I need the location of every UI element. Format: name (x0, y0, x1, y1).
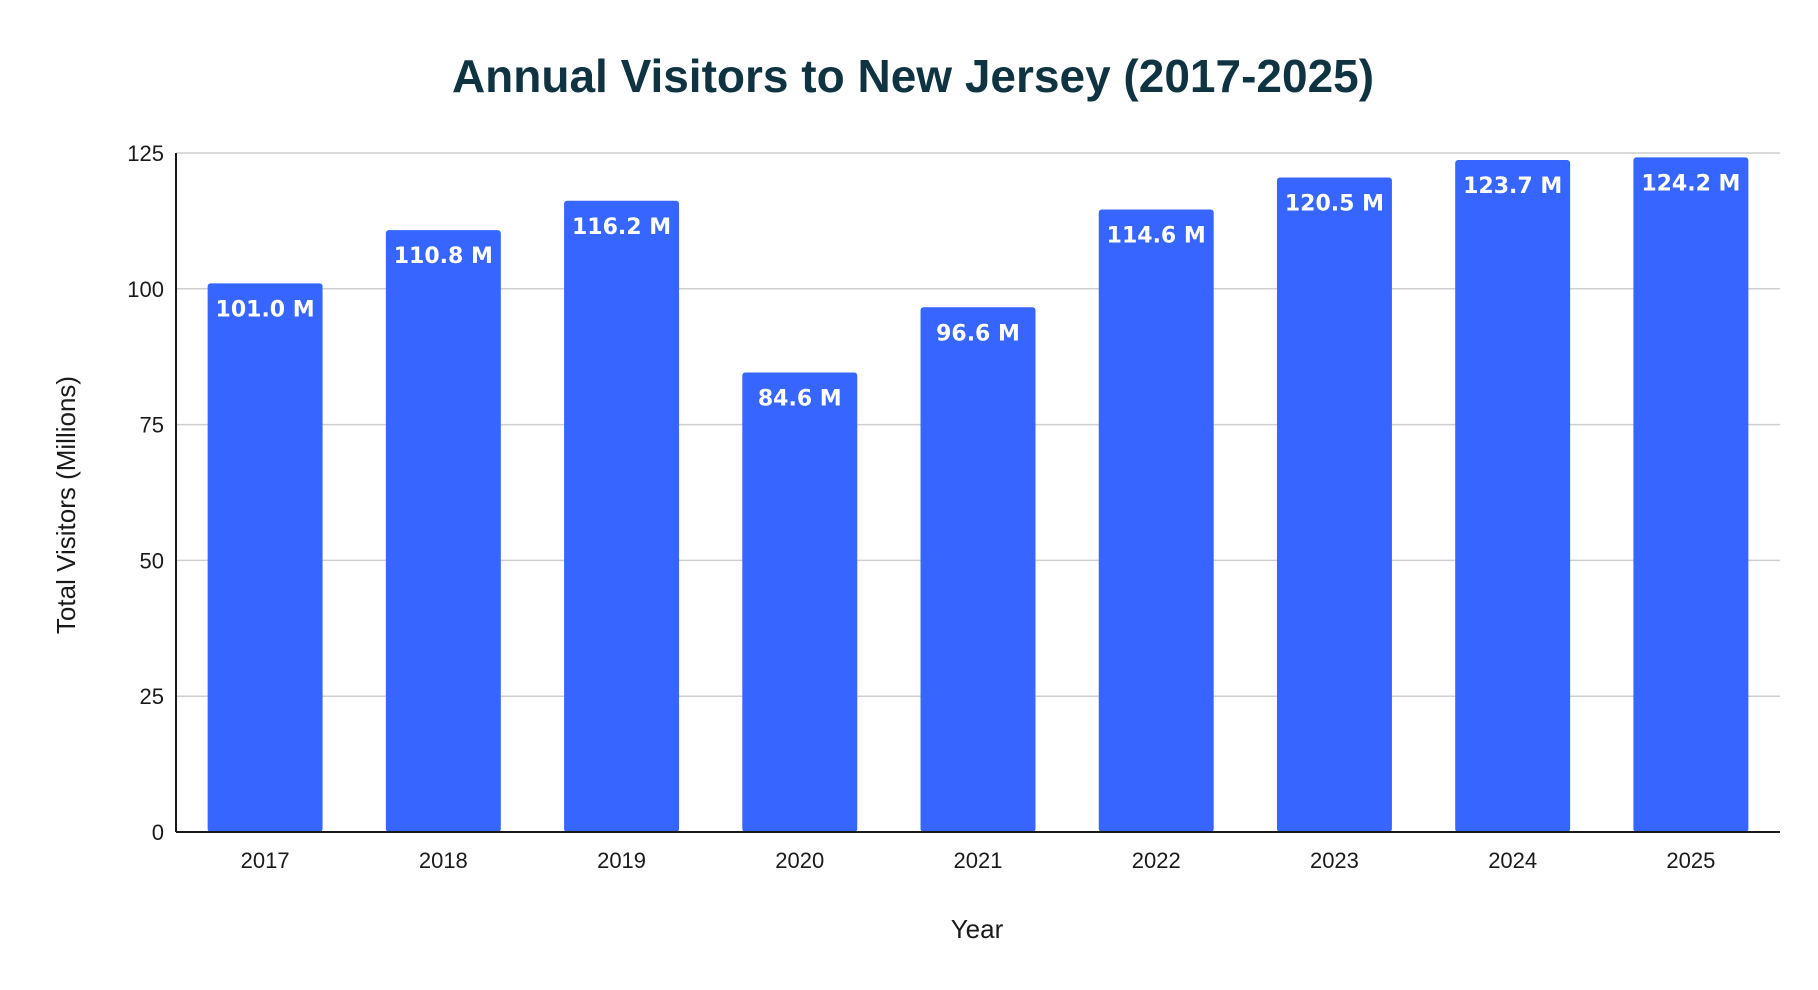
bar-data-label: 101.0 M (216, 297, 315, 322)
bar-data-label: 116.2 M (572, 215, 671, 240)
bar-data-label: 84.6 M (758, 386, 842, 411)
bar-data-label: 96.6 M (936, 321, 1020, 346)
bar-2024 (1455, 160, 1571, 833)
y-tick-label: 125 (127, 141, 164, 166)
y-axis-ticks: 0 25 50 75 100 125 (127, 141, 164, 845)
bar-data-label: 114.6 M (1107, 223, 1206, 248)
bar-2023 (1276, 177, 1392, 833)
y-tick-label: 100 (127, 277, 164, 302)
bar-2022 (1098, 209, 1214, 832)
bar-2020 (742, 372, 858, 832)
bar-2017 (207, 283, 323, 832)
x-axis-title: Year (951, 914, 1004, 944)
bar-data-label: 110.8 M (394, 244, 493, 269)
x-tick-label: 2020 (775, 848, 824, 873)
chart-title: Annual Visitors to New Jersey (2017-2025… (452, 50, 1374, 102)
bar-2019 (564, 200, 680, 832)
bar-data-labels: 101.0 M 110.8 M 116.2 M 84.6 M 96.6 M 114.6 M… (216, 171, 1741, 411)
x-tick-label: 2025 (1666, 848, 1715, 873)
x-tick-label: 2021 (954, 848, 1003, 873)
bar-data-label: 120.5 M (1285, 191, 1384, 216)
bar-2025 (1633, 157, 1749, 833)
x-tick-label: 2023 (1310, 848, 1359, 873)
y-tick-label: 75 (140, 413, 164, 438)
y-axis-title: Total Visitors (Millions) (51, 376, 81, 634)
bar-data-label: 124.2 M (1641, 171, 1740, 196)
x-tick-label: 2018 (419, 848, 468, 873)
bars (207, 157, 1749, 833)
x-axis-ticks: 2017 2018 2019 2020 2021 2022 2023 2024 2025 (241, 848, 1716, 873)
x-tick-label: 2024 (1488, 848, 1537, 873)
bar-data-label: 123.7 M (1463, 174, 1562, 199)
y-tick-label: 25 (140, 684, 164, 709)
y-tick-label: 0 (152, 820, 164, 845)
x-tick-label: 2022 (1132, 848, 1181, 873)
bar-2021 (920, 307, 1036, 832)
y-tick-label: 50 (140, 548, 164, 573)
bar-2018 (385, 230, 501, 832)
x-tick-label: 2019 (597, 848, 646, 873)
x-tick-label: 2017 (241, 848, 290, 873)
